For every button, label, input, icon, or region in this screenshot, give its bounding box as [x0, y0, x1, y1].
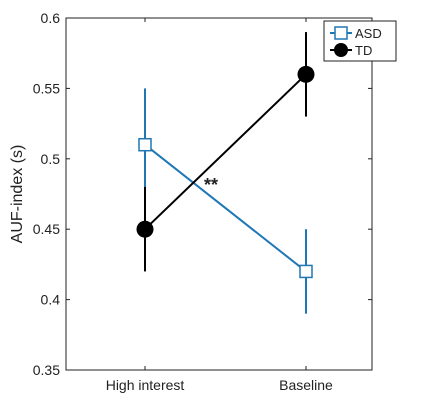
- y-tick-label: 0.6: [41, 10, 61, 26]
- series-line: [144, 73, 307, 230]
- y-tick-label: 0.45: [33, 221, 60, 237]
- legend-label: TD: [355, 43, 372, 58]
- y-tick-label: 0.4: [41, 292, 61, 308]
- series-line: [144, 143, 307, 273]
- data-point: [136, 220, 154, 238]
- plot-area: [136, 32, 315, 314]
- legend-label: ASD: [355, 26, 382, 41]
- y-tick-label: 0.55: [33, 80, 60, 96]
- legend-marker: [334, 43, 348, 57]
- series-td: [136, 32, 315, 272]
- legend-marker: [334, 26, 348, 40]
- data-point: [138, 137, 152, 152]
- y-axis-label: AUF-index (s): [9, 145, 26, 244]
- significance-annotation: **: [204, 175, 218, 195]
- y-tick-label: 0.5: [41, 151, 61, 167]
- data-point: [299, 264, 313, 279]
- x-tick-label: High interest: [106, 377, 185, 393]
- y-tick-label: 0.35: [33, 362, 60, 378]
- x-tick-label: Baseline: [279, 377, 333, 393]
- axes-box: [65, 17, 373, 371]
- axes: 0.35 0.4 0.45 0.5 0.55 0.6 High interest Baseli…: [33, 10, 373, 393]
- data-point: [297, 65, 315, 83]
- legend: ASD TD: [323, 20, 397, 62]
- series-asd: [138, 88, 313, 314]
